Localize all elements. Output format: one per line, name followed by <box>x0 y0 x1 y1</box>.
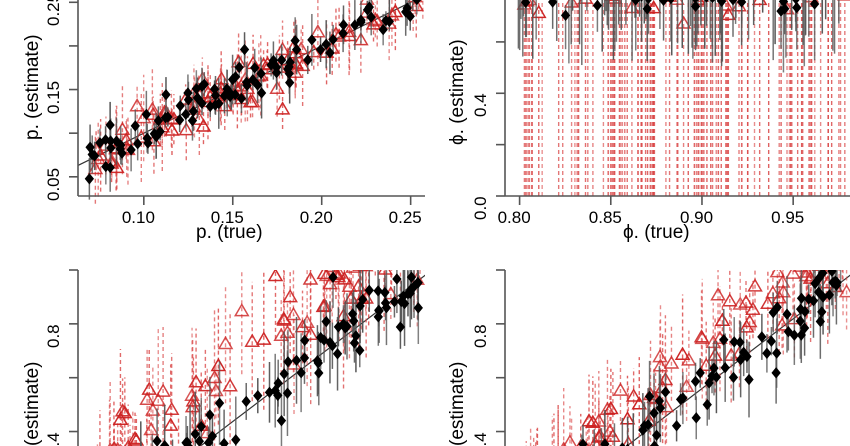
y-tick-label: 0.4 <box>471 431 490 446</box>
panel-top-left-plot <box>69 0 425 205</box>
x-tick-label: 0.90 <box>679 208 714 227</box>
panel-bottom-left: (estimate) 0.4 0.8 <box>0 250 425 446</box>
x-tick-label: 0.80 <box>497 208 531 227</box>
panel-bottom-right: (estimate) 0.4 0.8 <box>425 250 850 446</box>
panel-bottom-left-plot <box>69 269 425 446</box>
panel-top-right: ϕ. (estimate) ϕ. (true) 0.0 0.4 0.80 0.85 0.… <box>425 0 850 250</box>
y-tick-label: 0.8 <box>471 324 490 348</box>
x-tick-label: 0.10 <box>121 208 155 227</box>
y-tick-label: 0.4 <box>44 431 63 446</box>
x-tick-label: 0.95 <box>771 208 805 227</box>
panel-bottom-right-plot <box>496 269 850 446</box>
y-tick-label: 0.25 <box>44 0 63 27</box>
panel-bottom-left-ylabel: (estimate) <box>22 361 43 446</box>
x-tick-label: 0.25 <box>388 208 422 227</box>
panel-top-right-xlabel: ϕ. (true) <box>623 222 690 243</box>
y-tick-label: 0.0 <box>471 196 490 220</box>
panel-top-right-ylabel: ϕ. (estimate) <box>447 39 468 145</box>
panel-top-left-ylabel: p. (estimate) <box>22 34 43 140</box>
panel-bottom-right-ylabel: (estimate) <box>447 361 468 446</box>
y-tick-label: 0.8 <box>44 324 63 348</box>
panel-top-left: p. (estimate) p. (true) 0.05 0.15 0.25 0.10… <box>0 0 425 250</box>
y-tick-label: 0.4 <box>471 93 490 118</box>
y-tick-label: 0.15 <box>44 80 63 114</box>
x-tick-label: 0.20 <box>299 208 333 227</box>
x-tick-label: 0.15 <box>210 208 244 227</box>
x-tick-label: 0.85 <box>588 208 622 227</box>
panel-top-left-xlabel: p. (true) <box>196 222 263 243</box>
y-tick-label: 0.05 <box>44 167 63 201</box>
panel-top-right-plot <box>496 0 850 205</box>
